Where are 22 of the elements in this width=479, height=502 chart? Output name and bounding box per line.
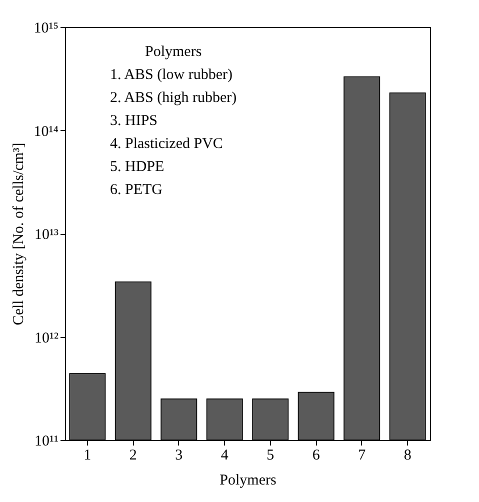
y-tick-label: 10¹²	[34, 330, 59, 346]
annotation: 3. HIPS	[110, 113, 158, 129]
x-axis-title: Polymers	[220, 472, 276, 488]
y-tick-label: 10¹⁵	[34, 20, 58, 36]
annotation: 5. HDPE	[110, 159, 164, 175]
y-axis-title: Cell density [No. of cells/cm³]	[10, 142, 27, 326]
annotation: Polymers	[145, 44, 202, 60]
x-tick-label: 6	[312, 448, 320, 464]
x-tick-label: 4	[220, 448, 229, 464]
y-tick-label: 10¹¹	[34, 434, 58, 450]
x-tick-label: 5	[266, 448, 274, 464]
annotation: 6. PETG	[110, 182, 163, 198]
y-tick-label: 10¹³	[34, 227, 59, 243]
x-tick-label: 2	[129, 448, 137, 464]
y-tick-label: 10¹⁴	[34, 124, 58, 140]
annotation: 1. ABS (low rubber)	[110, 67, 232, 83]
x-tick-label: 7	[358, 448, 366, 464]
x-tick-label: 1	[84, 448, 92, 464]
annotation: 4. Plasticized PVC	[110, 136, 223, 152]
annotation: 2. ABS (high rubber)	[110, 90, 237, 106]
x-tick-label: 3	[175, 448, 183, 464]
x-tick-label: 8	[404, 448, 412, 464]
